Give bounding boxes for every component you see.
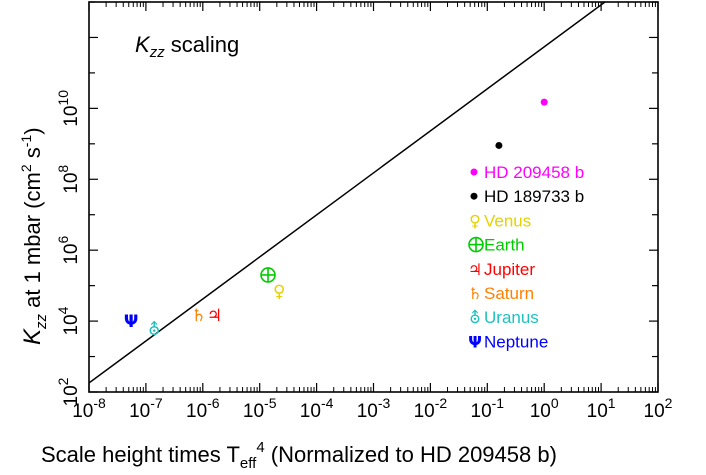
x-tick-label: 101 bbox=[587, 395, 616, 422]
legend-label: Venus bbox=[484, 211, 531, 230]
x-tick-label: 10-6 bbox=[186, 395, 220, 422]
y-tick-label: 102 bbox=[55, 377, 82, 406]
point-earth bbox=[260, 267, 276, 283]
y-tick-label: 106 bbox=[55, 236, 82, 265]
y-tick-label: 1010 bbox=[55, 90, 82, 127]
x-tick-label: 10-7 bbox=[129, 395, 163, 422]
x-tick-label: 10-1 bbox=[471, 395, 505, 422]
legend-marker: Ψ bbox=[468, 332, 482, 351]
legend-label: Earth bbox=[484, 236, 525, 255]
x-tick-label: 100 bbox=[530, 395, 559, 422]
legend-item: ⛢ Uranus bbox=[469, 308, 539, 327]
legend-marker: ♃ bbox=[468, 260, 482, 279]
point-neptune: Ψ bbox=[124, 312, 138, 332]
legend-label: Neptune bbox=[484, 332, 548, 351]
x-tick-label: 10-3 bbox=[357, 395, 391, 422]
fit-line bbox=[89, 2, 607, 384]
legend-item: Ψ Neptune bbox=[468, 332, 548, 351]
point-venus: ♀ bbox=[273, 282, 285, 302]
point-uranus: ⛢ bbox=[148, 320, 160, 340]
x-axis-title: Scale height times Teff4 (Normalized to … bbox=[41, 439, 557, 472]
legend-marker bbox=[470, 192, 478, 200]
legend-marker: ⛢ bbox=[469, 308, 481, 327]
point-saturn: ♄ bbox=[191, 306, 206, 326]
x-tick-label: 10-4 bbox=[300, 395, 334, 422]
x-tick-label: 10-8 bbox=[72, 395, 106, 422]
point-jupiter: ♃ bbox=[207, 306, 222, 326]
legend-label: Uranus bbox=[484, 308, 539, 327]
y-tick-label: 104 bbox=[55, 306, 82, 335]
legend-label: HD 189733 b bbox=[484, 187, 584, 206]
legend-label: Jupiter bbox=[484, 260, 535, 279]
point-hd-209458-b bbox=[540, 98, 548, 106]
y-axis-title: Kzz at 1 mbar (cm2 s-1) bbox=[18, 127, 50, 345]
chart-title: Kzz scaling bbox=[135, 32, 239, 61]
legend-label: Saturn bbox=[484, 284, 534, 303]
plot-area: 10-8 10-7 10-6 10-5 10-4 10-3 10-2 10-1 100 101 10… bbox=[55, 1, 673, 422]
legend-marker: ♀ bbox=[469, 211, 481, 230]
point-hd-189733-b bbox=[495, 141, 503, 149]
legend-item: HD 189733 b bbox=[470, 187, 584, 206]
x-tick-label: 102 bbox=[644, 395, 673, 422]
x-tick-label: 10-2 bbox=[414, 395, 448, 422]
legend-marker bbox=[470, 168, 478, 176]
legend-item: ♄ Saturn bbox=[468, 284, 534, 303]
x-tick-label: 10-5 bbox=[243, 395, 277, 422]
legend-marker: ♄ bbox=[468, 284, 482, 303]
legend-label: HD 209458 b bbox=[484, 163, 584, 182]
legend-item: ♃ Jupiter bbox=[468, 260, 536, 279]
legend-item: Earth bbox=[468, 236, 525, 255]
legend-item: ♀ Venus bbox=[469, 211, 531, 230]
y-tick-label: 108 bbox=[55, 165, 82, 194]
legend-item: HD 209458 b bbox=[470, 163, 584, 182]
